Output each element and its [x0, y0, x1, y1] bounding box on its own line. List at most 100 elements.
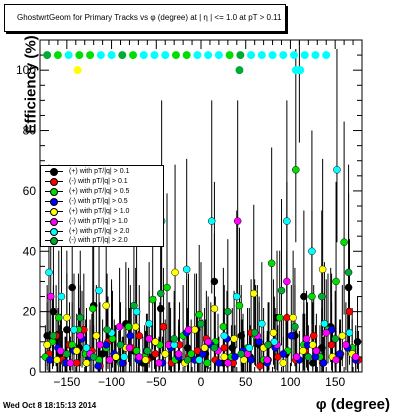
- top-row-point: [161, 51, 170, 60]
- data-point: [63, 313, 71, 322]
- data-point: [340, 238, 348, 246]
- data-point: [302, 335, 311, 343]
- data-point: [296, 66, 305, 75]
- data-point: [46, 356, 54, 364]
- legend-label: (-) with pT/|q| > 2.0: [69, 237, 128, 244]
- data-point: [332, 356, 340, 364]
- data-point: [207, 217, 216, 225]
- chart-title-box: GhostwrtGeom for Primary Tracks vs φ (de…: [4, 4, 286, 32]
- data-point: [319, 359, 328, 367]
- data-point: [228, 344, 237, 352]
- data-point: [331, 335, 339, 343]
- data-point: [143, 347, 152, 355]
- data-point: [197, 319, 205, 328]
- data-point: [300, 292, 308, 301]
- data-point: [126, 332, 135, 340]
- data-point: [161, 350, 169, 358]
- data-point: [237, 350, 245, 358]
- legend-label: (-) with pT/|q| > 0.1: [69, 178, 128, 185]
- y-tick-label: 60: [23, 184, 37, 198]
- x-tick-label: 100: [280, 375, 300, 389]
- data-point: [292, 166, 300, 174]
- data-point: [345, 329, 354, 337]
- data-point: [45, 268, 53, 277]
- data-point: [190, 325, 199, 334]
- legend-entry: (+) with pT/|q| > 0.5: [43, 187, 161, 197]
- legend-label: (+) with pT/|q| > 2.0: [69, 228, 130, 235]
- top-row-point: [75, 51, 84, 60]
- top-row-point: [225, 51, 234, 60]
- data-point: [231, 353, 239, 361]
- timestamp: Wed Oct 8 18:15:13 2014: [3, 401, 97, 410]
- top-row-point: [86, 51, 95, 60]
- data-point: [115, 322, 124, 331]
- data-point: [94, 362, 102, 370]
- data-point: [220, 344, 229, 352]
- data-point: [82, 344, 91, 352]
- data-point: [56, 347, 65, 355]
- data-point: [220, 353, 229, 361]
- data-point: [183, 356, 192, 364]
- data-point: [200, 344, 209, 352]
- data-point: [258, 319, 266, 328]
- data-point: [219, 322, 228, 331]
- data-point: [237, 332, 245, 340]
- legend-entry: (-) with pT/|q| > 0.5: [43, 197, 161, 207]
- data-point: [233, 292, 241, 301]
- data-point: [247, 356, 255, 364]
- data-point: [155, 359, 163, 367]
- data-point: [89, 353, 98, 361]
- top-row-point: [96, 51, 105, 60]
- legend-marker: [50, 198, 58, 206]
- legend-label: (+) with pT/|q| > 0.5: [69, 188, 130, 195]
- chart-title: GhostwrtGeom for Primary Tracks vs φ (de…: [17, 13, 282, 22]
- data-point: [230, 335, 238, 343]
- data-point: [103, 325, 111, 334]
- top-row-point: [118, 51, 127, 60]
- data-point: [116, 341, 125, 349]
- data-point: [287, 332, 296, 340]
- data-point: [95, 286, 103, 295]
- legend-marker: [50, 237, 58, 245]
- top-row-point: [279, 51, 288, 60]
- top-row-point: [107, 51, 116, 60]
- data-point: [163, 283, 171, 292]
- legend-label: (+) with pT/|q| > 1.0: [69, 208, 130, 215]
- data-point: [345, 307, 354, 316]
- legend-entry: (-) with pT/|q| > 0.1: [43, 177, 161, 187]
- data-point: [351, 353, 360, 361]
- data-point: [125, 344, 134, 352]
- data-point: [68, 283, 76, 292]
- data-point: [72, 347, 81, 355]
- data-point: [187, 350, 195, 358]
- y-tick-label: 80: [23, 124, 37, 138]
- data-point: [170, 335, 178, 343]
- legend-marker: [50, 208, 58, 216]
- top-row-point: [247, 51, 256, 60]
- data-point: [291, 322, 299, 331]
- top-row-point: [129, 51, 138, 60]
- data-point: [131, 322, 140, 331]
- data-point: [72, 359, 81, 367]
- data-point: [344, 283, 353, 292]
- data-point: [195, 356, 203, 364]
- data-point: [82, 359, 91, 367]
- data-point: [235, 66, 244, 75]
- data-point: [267, 259, 276, 268]
- data-point: [120, 353, 128, 361]
- legend-entry: (-) with pT/|q| > 2.0: [43, 236, 161, 246]
- data-point: [283, 313, 291, 322]
- data-point: [174, 350, 183, 358]
- data-point: [277, 286, 286, 295]
- data-point: [233, 217, 242, 225]
- data-point: [279, 350, 288, 358]
- data-point: [66, 359, 75, 367]
- data-point: [204, 338, 212, 346]
- data-point: [333, 166, 341, 174]
- data-point: [145, 319, 153, 328]
- data-point: [353, 338, 362, 346]
- data-point: [124, 322, 133, 331]
- data-point: [49, 332, 58, 340]
- x-tick-label: −150: [53, 375, 80, 389]
